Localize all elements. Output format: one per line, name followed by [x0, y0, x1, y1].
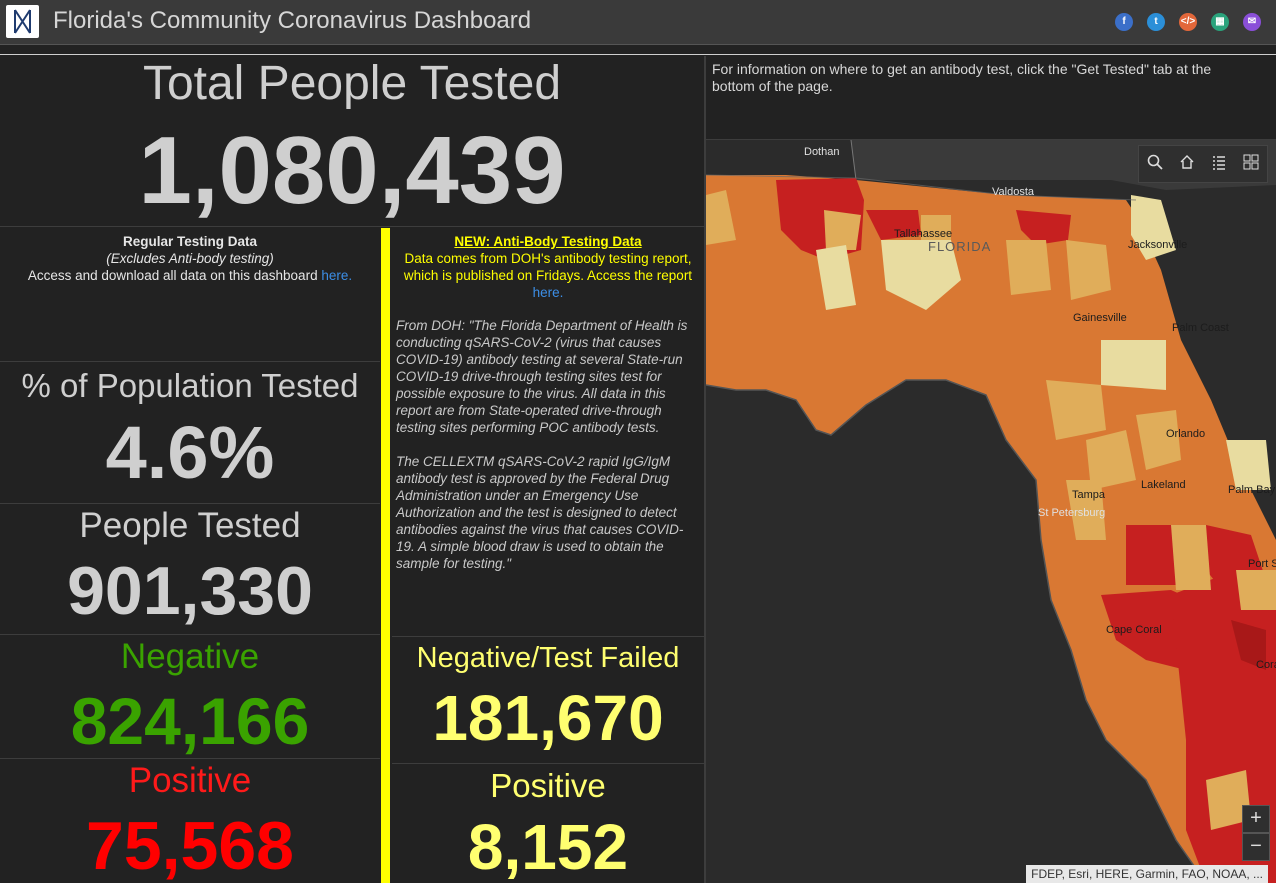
- regular-testing-info: Regular Testing Data (Excludes Anti-body…: [0, 228, 380, 360]
- antibody-positive-panel: Positive 8,152: [392, 764, 704, 883]
- map-attribution: FDEP, Esri, HERE, Garmin, FAO, NOAA, ...: [1026, 865, 1268, 883]
- qr-icon[interactable]: ▦: [1211, 13, 1229, 31]
- map-label-florida: FLORIDA: [928, 239, 992, 254]
- total-tested-value: 1,080,439: [138, 117, 566, 224]
- florida-map[interactable]: Dothan Valdosta Tallahassee FLORIDA Jack…: [706, 140, 1276, 883]
- list-icon[interactable]: [1207, 154, 1231, 175]
- map-label-st-petersburg: St Petersburg: [1038, 507, 1106, 519]
- map-toolbar: [1138, 145, 1268, 183]
- antibody-heading: NEW: Anti-Body Testing Data: [454, 234, 642, 249]
- pct-population-panel: % of Population Tested 4.6%: [0, 362, 380, 502]
- positive-panel: Positive 75,568: [0, 759, 380, 883]
- divider: [0, 226, 704, 227]
- total-tested-label: Total People Tested: [142, 57, 562, 110]
- map-canvas[interactable]: [706, 140, 1276, 883]
- divider: [0, 361, 380, 362]
- map-label-lakeland: Lakeland: [1141, 479, 1186, 491]
- antibody-description: Data comes from DOH's antibody testing r…: [403, 251, 693, 283]
- regular-access-text: Access and download all data on this das…: [27, 268, 318, 283]
- regular-data-link[interactable]: here.: [321, 268, 353, 283]
- doh-quote-paragraph-1: From DOH: "The Florida Department of Hea…: [396, 318, 688, 435]
- map-label-valdosta: Valdosta: [992, 186, 1034, 198]
- logo: [6, 5, 39, 38]
- search-icon[interactable]: [1143, 154, 1167, 175]
- zoom-out-button[interactable]: −: [1242, 833, 1270, 861]
- map-label-dothan: Dothan: [804, 146, 840, 158]
- divider: [392, 763, 704, 764]
- map-label-tallahassee: Tallahassee: [894, 228, 953, 240]
- header-divider: [0, 54, 1276, 55]
- zoom-in-button[interactable]: +: [1242, 805, 1270, 833]
- facebook-icon[interactable]: f: [1115, 13, 1133, 31]
- map-label-orlando: Orlando: [1166, 428, 1206, 440]
- embed-icon[interactable]: </>: [1179, 13, 1197, 31]
- map-info-text: For information on where to get an antib…: [712, 61, 1212, 94]
- divider: [0, 758, 380, 759]
- page-title: Florida's Community Coronavirus Dashboar…: [53, 7, 532, 34]
- antibody-positive-label: Positive: [490, 767, 606, 804]
- regular-subheading: (Excludes Anti-body testing): [106, 251, 274, 266]
- positive-value: 75,568: [86, 808, 294, 883]
- total-tested-panel: Total People Tested 1,080,439: [0, 56, 704, 226]
- divider: [706, 139, 1276, 140]
- divider: [704, 56, 706, 883]
- pct-population-value: 4.6%: [105, 411, 275, 494]
- doh-quote-paragraph-2: The CELLEXTM qSARS-CoV-2 rapid IgG/IgM a…: [396, 454, 684, 571]
- share-bar: f t </> ▦ ✉: [1115, 13, 1261, 31]
- antibody-positive-value: 8,152: [467, 811, 629, 883]
- twitter-icon[interactable]: t: [1147, 13, 1165, 31]
- antibody-negative-value: 181,670: [432, 682, 664, 754]
- people-tested-label: People Tested: [79, 506, 301, 545]
- map-label-cora: Cora: [1256, 659, 1276, 671]
- antibody-negative-label: Negative/Test Failed: [416, 642, 680, 674]
- home-icon[interactable]: [1175, 154, 1199, 175]
- map-label-gainesville: Gainesville: [1073, 312, 1127, 324]
- divider: [0, 634, 380, 635]
- map-info-panel: For information on where to get an antib…: [706, 56, 1276, 138]
- people-tested-panel: People Tested 901,330: [0, 504, 380, 634]
- negative-value: 824,166: [70, 684, 310, 757]
- pct-population-label: % of Population Tested: [21, 367, 359, 404]
- negative-panel: Negative 824,166: [0, 635, 380, 757]
- map-label-tampa: Tampa: [1072, 489, 1106, 501]
- antibody-info: NEW: Anti-Body Testing Data Data comes f…: [392, 228, 704, 636]
- antibody-divider-bar: [381, 228, 390, 883]
- regular-heading: Regular Testing Data: [122, 234, 258, 249]
- map-label-palm-coast: Palm Coast: [1172, 322, 1229, 334]
- email-icon[interactable]: ✉: [1243, 13, 1261, 31]
- antibody-negative-panel: Negative/Test Failed 181,670: [392, 637, 704, 763]
- negative-label: Negative: [120, 637, 260, 676]
- map-label-jacksonville: Jacksonville: [1128, 239, 1188, 251]
- app-header: Florida's Community Coronavirus Dashboar…: [0, 0, 1276, 45]
- antibody-report-link[interactable]: here.: [532, 285, 564, 300]
- people-tested-value: 901,330: [67, 553, 313, 629]
- map-label-port-st: Port St: [1248, 558, 1276, 570]
- positive-label: Positive: [128, 761, 252, 800]
- divider: [392, 636, 704, 637]
- map-label-palm-bay: Palm Bay: [1228, 484, 1276, 496]
- divider: [0, 503, 380, 504]
- basemap-icon[interactable]: [1239, 154, 1263, 175]
- map-label-cape-coral: Cape Coral: [1106, 624, 1162, 636]
